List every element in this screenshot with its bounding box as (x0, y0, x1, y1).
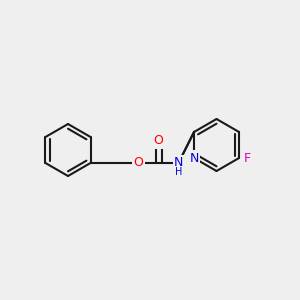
Text: O: O (134, 157, 143, 169)
Text: N: N (174, 157, 183, 169)
Text: N: N (189, 152, 199, 164)
Text: H: H (175, 167, 182, 177)
Text: O: O (154, 134, 164, 148)
Text: F: F (244, 152, 250, 164)
